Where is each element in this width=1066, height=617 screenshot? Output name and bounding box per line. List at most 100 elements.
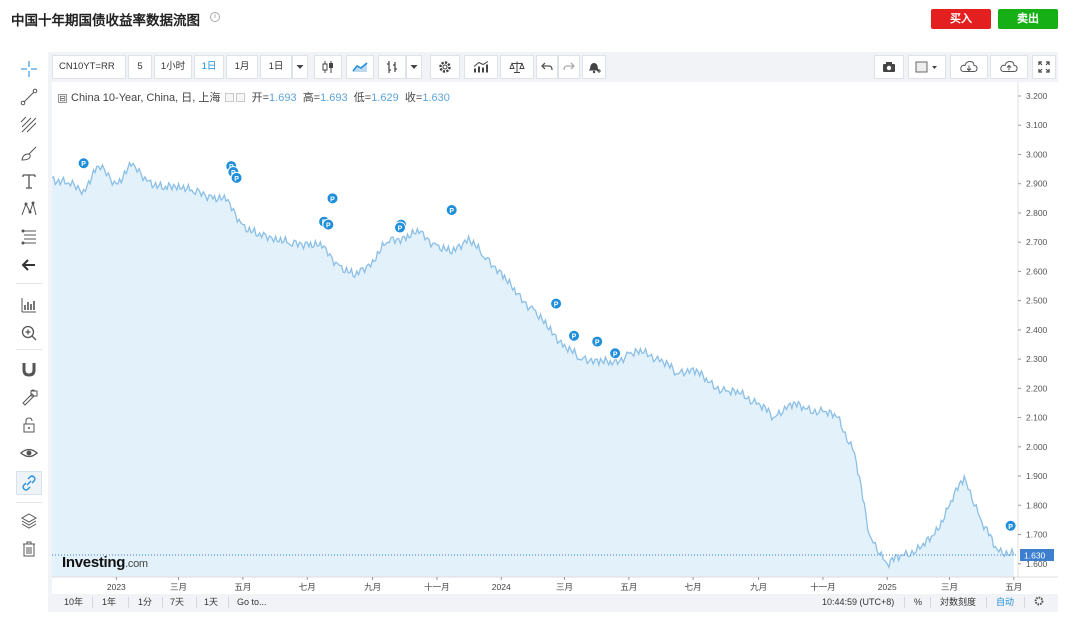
alert-bell-icon[interactable] (582, 55, 606, 79)
event-marker-label: P (595, 340, 600, 347)
range-10y[interactable]: 10年 (64, 597, 84, 607)
back-arrow-icon[interactable] (16, 253, 42, 277)
layers-icon[interactable] (16, 509, 42, 533)
bar-style-icon[interactable] (378, 55, 406, 79)
indicators-icon[interactable] (464, 55, 498, 79)
x-tick-label: 五月 (620, 582, 637, 592)
magnet-icon[interactable] (16, 357, 42, 381)
log-scale-toggle[interactable]: 対数刻度 (940, 597, 977, 607)
chevron-down-icon[interactable] (292, 55, 308, 79)
event-marker[interactable] (568, 329, 581, 342)
bottom-settings-icon[interactable] (1034, 596, 1044, 610)
range-1y[interactable]: 1年 (102, 597, 117, 607)
info-icon[interactable]: i (210, 12, 220, 22)
legend-close-label: 收= (404, 92, 423, 104)
compare-scale-icon[interactable] (500, 55, 534, 79)
sell-button[interactable]: 卖出 (998, 9, 1058, 29)
lock-draw-icon[interactable] (16, 385, 42, 409)
event-marker[interactable] (326, 192, 339, 205)
event-marker[interactable] (230, 171, 243, 184)
y-tick-label: 1.800 (1026, 500, 1048, 510)
camera-icon[interactable] (874, 55, 904, 79)
pitchfork-icon[interactable] (16, 113, 42, 137)
event-marker-label: P (234, 176, 239, 183)
event-marker[interactable] (550, 297, 563, 310)
legend-close-value: 1.630 (422, 92, 450, 104)
y-tick-label: 2.800 (1026, 208, 1048, 218)
range-1min[interactable]: 1分 (138, 597, 153, 607)
trend-line-icon[interactable] (16, 85, 42, 109)
percent-scale-toggle[interactable]: % (914, 597, 923, 607)
event-marker[interactable] (394, 221, 407, 234)
y-tick-label: 3.200 (1026, 91, 1048, 101)
measure-icon[interactable] (16, 293, 42, 317)
y-tick-label: 2.000 (1026, 442, 1048, 452)
y-tick-label: 1.600 (1026, 559, 1048, 569)
link-icon[interactable] (16, 471, 42, 495)
event-marker[interactable] (77, 157, 90, 170)
legend-close-icon[interactable] (236, 93, 246, 102)
bar-style-dropdown-icon[interactable] (406, 55, 422, 79)
price-chart[interactable]: 3.200 3.100 3.000 2.900 2.800 2.700 2.600 2.500… (52, 82, 1058, 594)
bottom-divider (904, 597, 905, 608)
zoom-in-icon[interactable] (16, 321, 42, 345)
interval-1day[interactable]: 1日 (194, 55, 224, 79)
eye-icon[interactable] (16, 441, 42, 465)
x-tick-label: 2024 (492, 582, 511, 592)
range-7d[interactable]: 7天 (170, 597, 185, 607)
bottom-divider (196, 597, 197, 608)
redo-icon[interactable] (558, 55, 580, 79)
investing-logo: Investing.com (62, 554, 148, 571)
area-chart-icon[interactable] (346, 55, 374, 79)
auto-scale-toggle[interactable]: 自动 (996, 597, 1015, 607)
series-area-fill (52, 162, 1014, 577)
legend-collapse-icon[interactable]: ⊟ (58, 94, 67, 103)
bottom-divider (162, 597, 163, 608)
event-marker-label: P (326, 223, 331, 230)
cloud-upload-icon[interactable] (990, 55, 1028, 79)
logo-suffix: .com (125, 558, 148, 570)
interval-1month[interactable]: 1月 (226, 55, 258, 79)
range-1d[interactable]: 1天 (204, 597, 219, 607)
y-tick-label: 2.300 (1026, 354, 1048, 364)
interval-1hour[interactable]: 1小时 (154, 55, 192, 79)
x-tick-label: 九月 (750, 582, 767, 592)
event-marker[interactable] (591, 335, 604, 348)
cloud-download-icon[interactable] (950, 55, 988, 79)
interval-1day-range[interactable]: 1日 (260, 55, 292, 79)
settings-gear-icon[interactable] (430, 55, 460, 79)
legend-series-name: China 10-Year, China, 日, 上海 (71, 92, 221, 104)
chart-toolbar: CN10YT=RR 5 1小时 1日 1月 1日 (52, 55, 1058, 79)
event-marker[interactable] (445, 204, 458, 217)
crosshair-icon[interactable] (16, 57, 42, 81)
brush-icon[interactable] (16, 141, 42, 165)
event-marker[interactable] (322, 218, 335, 231)
pattern-icon[interactable] (16, 197, 42, 221)
goto-date-button[interactable]: Go to... (237, 597, 267, 607)
bottom-divider (1024, 597, 1025, 608)
symbol-input[interactable]: CN10YT=RR (52, 55, 126, 79)
candlestick-icon[interactable] (314, 55, 342, 79)
fib-retracement-icon[interactable] (16, 225, 42, 249)
event-marker-label: P (613, 351, 618, 358)
lock-icon[interactable] (16, 413, 42, 437)
legend-settings-icon[interactable] (225, 93, 235, 102)
series-line[interactable] (52, 160, 1015, 570)
undo-icon[interactable] (536, 55, 558, 79)
y-tick-label: 3.000 (1026, 149, 1048, 159)
fullscreen-icon[interactable] (1032, 55, 1056, 79)
trash-icon[interactable] (16, 537, 42, 561)
text-icon[interactable] (16, 169, 42, 193)
chart-canvas[interactable]: 3.200 3.100 3.000 2.900 2.800 2.700 2.600 2.500… (52, 82, 1058, 594)
buy-button[interactable]: 买入 (931, 9, 991, 29)
event-marker[interactable] (1004, 519, 1017, 532)
interval-5min[interactable]: 5 (128, 55, 152, 79)
event-marker[interactable] (609, 347, 622, 360)
tool-divider (16, 283, 42, 284)
x-tick-label: 五月 (1005, 582, 1022, 592)
layout-box-icon[interactable] (908, 55, 946, 79)
legend-open-label: 开= (251, 92, 270, 104)
y-tick-label: 2.700 (1026, 237, 1048, 247)
y-tick-label: 2.600 (1026, 266, 1048, 276)
